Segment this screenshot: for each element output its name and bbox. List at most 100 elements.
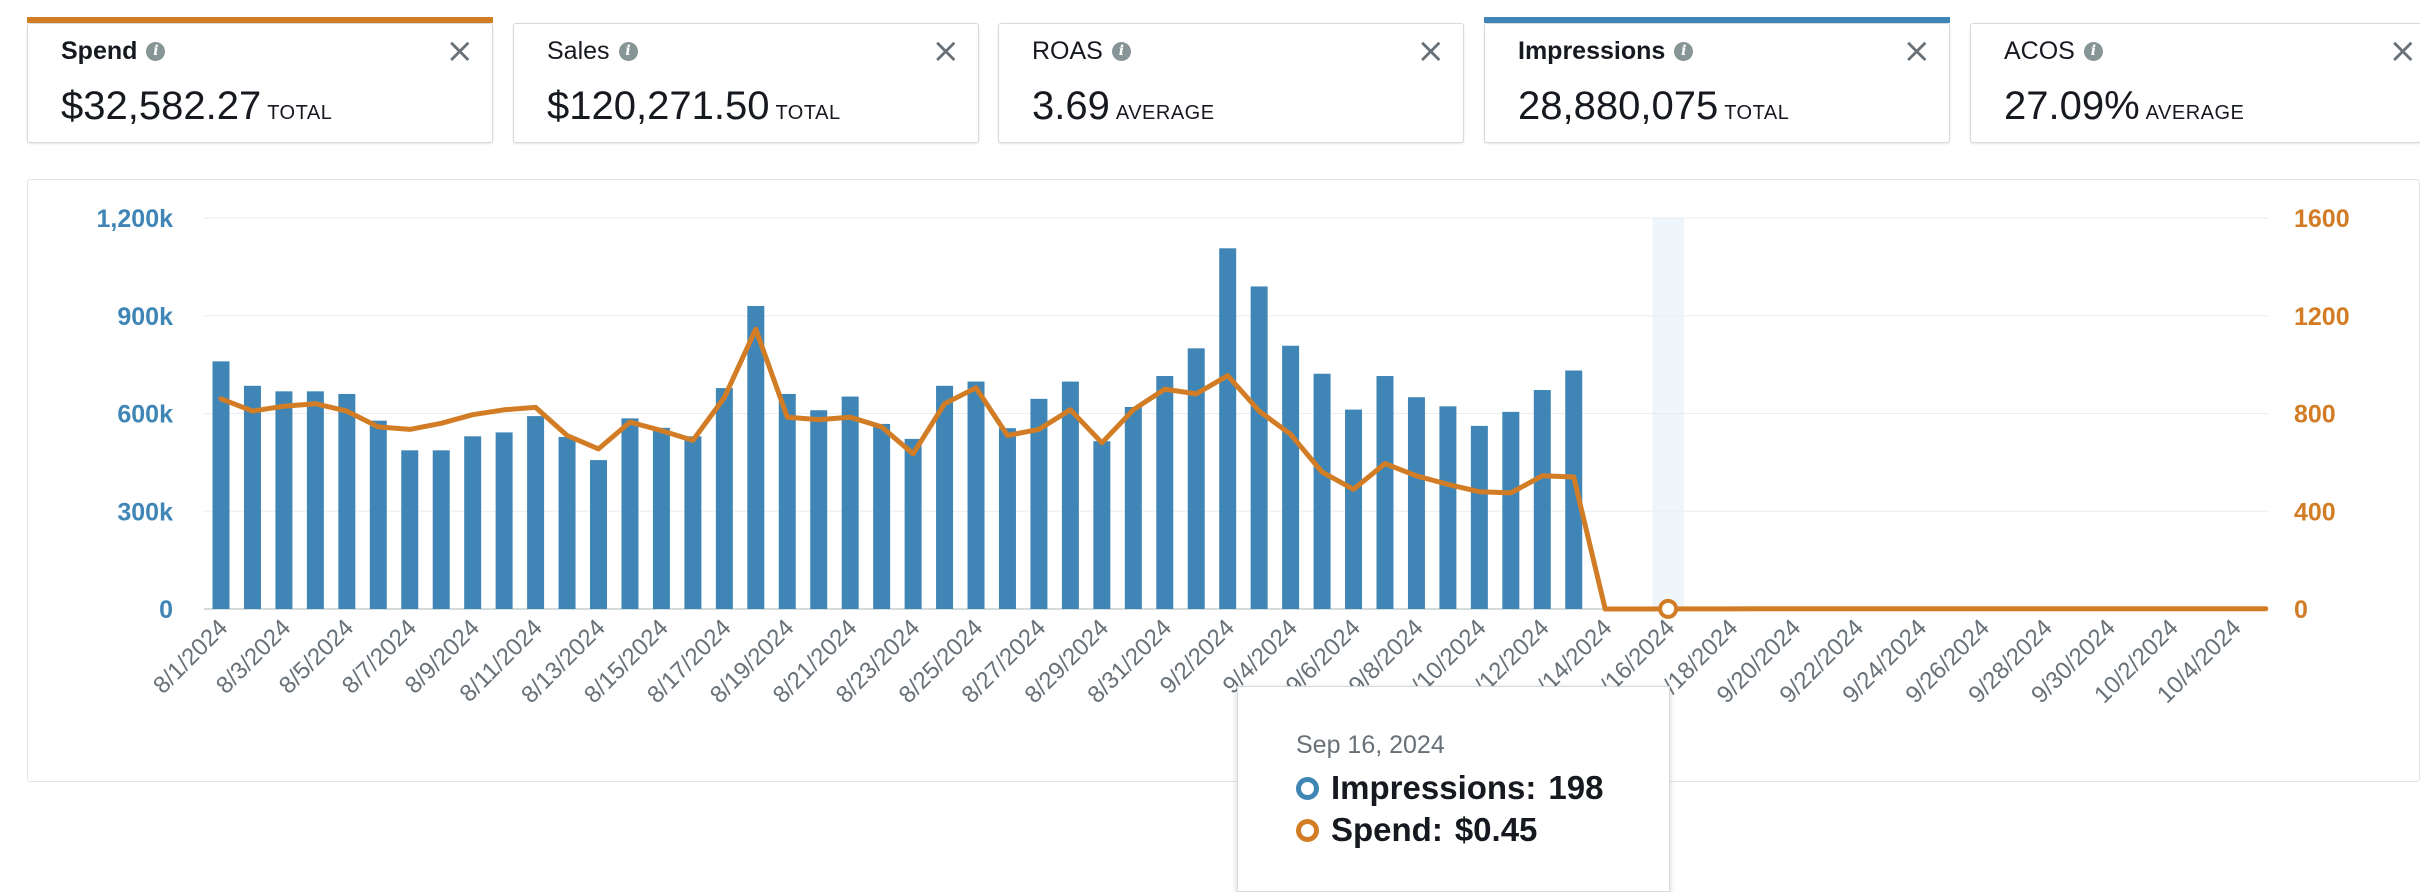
impressions-bar [212,361,230,609]
impressions-bar [1156,376,1174,609]
info-icon[interactable]: i [1111,42,1131,61]
y-axis-right: 0 400 800 1200 1600 [2294,205,2350,624]
metric-name: Impressions i [1518,37,1694,66]
impressions-bar [1407,397,1425,609]
metric-card-roas[interactable]: ROAS i × 3.69 AVERAGE [998,23,1464,143]
impressions-bar [464,436,482,609]
impressions-bar [652,427,670,609]
chart-panel: 0 300k 600k 900k 1,200k 0 400 800 1200 1600 8/1/20… [27,179,2420,892]
impressions-bar [1345,409,1363,609]
impressions-bar [558,436,576,609]
y-left-tick-label: 600k [117,401,173,429]
metric-aggregate: TOTAL [1724,102,1790,124]
y-left-tick-label: 300k [117,498,173,526]
spend-point-marker [1658,598,1679,619]
impressions-bar [778,393,796,609]
impressions-spend-chart: 0300k600k900k1,200k0400800120016008/1/20… [97,205,2350,709]
metric-card-acos[interactable]: ACOS i × 27.09% AVERAGE [1970,23,2420,143]
metric-name: ACOS i [2004,37,2103,66]
y-axis-left: 0 300k 600k 900k 1,200k [97,205,174,624]
tooltip-row-impressions: Impressions: 198 [1296,769,1603,807]
close-icon[interactable]: × [931,31,961,71]
selected-indicator [27,17,493,23]
metric-aggregate: TOTAL [267,102,333,124]
impressions-bar [527,416,545,609]
impressions-bar [1187,348,1205,609]
impressions-bar [684,436,702,609]
impressions-bar [621,418,639,609]
metric-name-text: Impressions [1518,37,1666,65]
metric-name-text: Sales [547,37,610,65]
tooltip-row-spend: Spend: $0.45 [1296,811,1537,849]
close-icon[interactable]: × [1902,31,1932,71]
chart-tooltip: Sep 16, 2024 Impressions: 198 Spend: $0.… [1237,686,1670,892]
impressions-bar [1502,411,1520,609]
metric-value: 3.69 AVERAGE [1032,84,1215,129]
impressions-bar [243,385,261,609]
y-left-tick-label: 1,200k [97,205,174,233]
metric-aggregate: TOTAL [775,102,841,124]
spend-marker-icon [1296,818,1319,842]
impressions-bar [747,305,765,609]
metric-number: $32,582.27 [61,84,262,128]
y-right-tick-label: 800 [2294,401,2336,429]
impressions-bar [1124,406,1142,609]
info-icon[interactable]: i [1674,42,1694,61]
metric-number: 27.09% [2004,84,2140,128]
y-right-tick-label: 1200 [2294,303,2350,331]
impressions-bar [1282,345,1300,609]
y-right-tick-label: 400 [2294,498,2336,526]
info-icon[interactable]: i [2083,42,2103,61]
close-icon[interactable]: × [1416,31,1446,71]
metric-name-text: Spend [61,37,138,65]
tooltip-label: Spend: [1331,811,1443,848]
impressions-marker-icon [1296,776,1319,800]
metric-aggregate: AVERAGE [1115,102,1215,124]
impressions-bar [590,460,608,609]
info-icon[interactable]: i [146,42,166,61]
impressions-bar [401,450,419,609]
impressions-bar [338,393,356,609]
impressions-bar [1093,441,1111,609]
spend-line [218,326,2269,612]
metric-number: 3.69 [1032,84,1110,128]
tooltip-value: 198 [1548,769,1604,806]
impressions-bar [306,391,324,609]
metric-number: 28,880,075 [1518,84,1719,128]
impressions-bar [1030,398,1048,609]
impressions-bar [1376,376,1394,609]
metric-number: $120,271.50 [547,84,770,128]
impressions-bar [495,432,513,609]
impressions-bar [1250,286,1268,609]
metric-value: 28,880,075 TOTAL [1518,84,1789,129]
impressions-bar [1219,248,1237,609]
y-right-tick-label: 1600 [2294,205,2350,233]
impressions-bar [967,381,985,609]
metric-card-sales[interactable]: Sales i × $120,271.50 TOTAL [513,23,979,143]
metric-card-spend[interactable]: Spend i × $32,582.27 TOTAL [27,17,493,143]
metric-name: Sales i [547,37,638,66]
close-icon[interactable]: × [445,31,475,71]
metric-value: $32,582.27 TOTAL [61,84,332,129]
impressions-bar [1313,373,1331,609]
impressions-bar [369,420,387,609]
close-icon[interactable]: × [2388,31,2418,71]
metric-cards: Spend i × $32,582.27 TOTAL Sales i × $120,271.50… [27,17,2420,147]
y-left-tick-label: 0 [159,596,173,624]
info-icon[interactable]: i [618,42,638,61]
impressions-bar [841,396,859,609]
impressions-bar [1470,425,1488,609]
impressions-bar [715,388,733,609]
metric-name: ROAS i [1032,37,1131,66]
impressions-bar [432,450,450,609]
metric-card-impressions[interactable]: Impressions i × 28,880,075 TOTAL [1484,17,1950,143]
impressions-bar [998,428,1016,609]
metric-value: 27.09% AVERAGE [2004,84,2244,129]
impressions-bar [810,410,828,609]
impressions-bar [936,385,954,609]
impressions-bar [1533,390,1551,609]
impressions-bar [1439,406,1457,609]
metric-name: Spend i [61,37,166,66]
metric-name-text: ROAS [1032,37,1103,65]
y-left-tick-label: 900k [117,303,173,331]
